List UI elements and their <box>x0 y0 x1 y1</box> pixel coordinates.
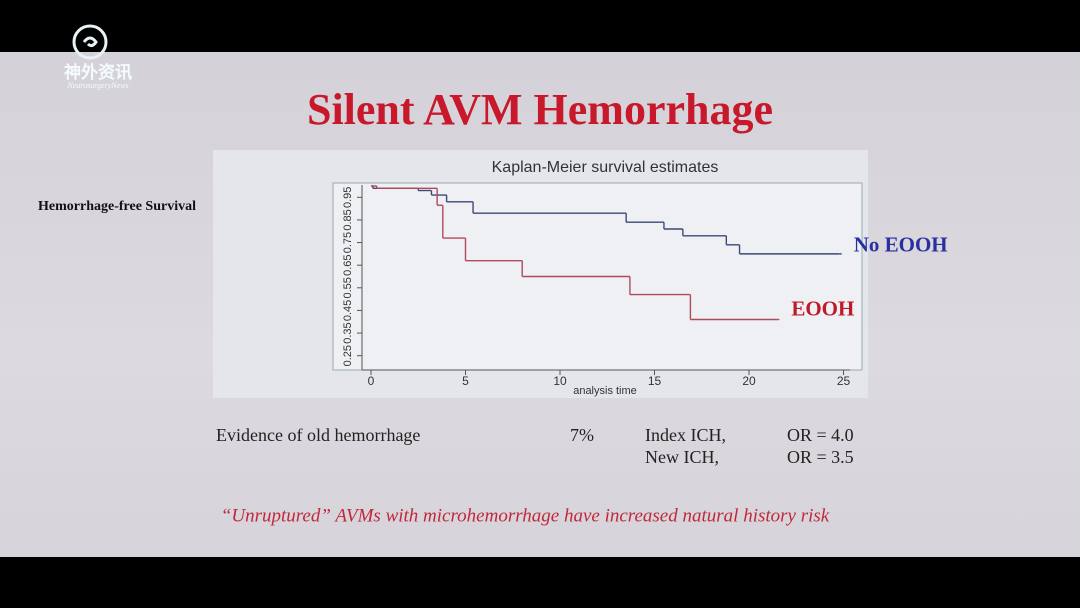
x-tick-label: 10 <box>553 374 567 388</box>
x-tick-label: 25 <box>837 374 851 388</box>
x-tick-label: 0 <box>368 374 375 388</box>
evidence-row-name: New ICH, <box>645 447 719 467</box>
evidence-label: Evidence of old hemorrhage <box>216 425 420 445</box>
slide-title: Silent AVM Hemorrhage <box>307 85 773 134</box>
watermark-name: 神外资讯 <box>64 62 132 83</box>
y-axis-label: Hemorrhage-free Survival <box>38 199 196 214</box>
footnote: “Unruptured” AVMs with microhemorrhage h… <box>221 505 830 526</box>
y-tick-label: 0.95 <box>342 187 354 208</box>
x-tick-label: 5 <box>462 374 469 388</box>
series-label: No EOOH <box>854 233 948 257</box>
y-tick-label: 0.25 <box>342 345 354 366</box>
y-tick-label: 0.85 <box>342 209 354 230</box>
y-tick-label: 0.75 <box>342 232 354 253</box>
evidence-percent: 7% <box>570 425 594 445</box>
y-tick-label: 0.55 <box>342 277 354 298</box>
evidence-row-or: OR = 4.0 <box>787 425 854 445</box>
evidence-row-name: Index ICH, <box>645 425 726 445</box>
x-tick-label: 15 <box>648 374 662 388</box>
y-tick-label: 0.45 <box>342 300 354 321</box>
y-tick-label: 0.35 <box>342 322 354 343</box>
evidence-row-or: OR = 3.5 <box>787 447 854 467</box>
x-tick-label: 20 <box>742 374 756 388</box>
chart-title: Kaplan-Meier survival estimates <box>492 159 719 176</box>
x-axis-label: analysis time <box>573 385 637 397</box>
watermark-subtitle: NeurosurgeryNews <box>66 81 128 90</box>
y-tick-label: 0.65 <box>342 254 354 275</box>
logo <box>72 24 108 60</box>
series-label: EOOH <box>791 296 854 320</box>
